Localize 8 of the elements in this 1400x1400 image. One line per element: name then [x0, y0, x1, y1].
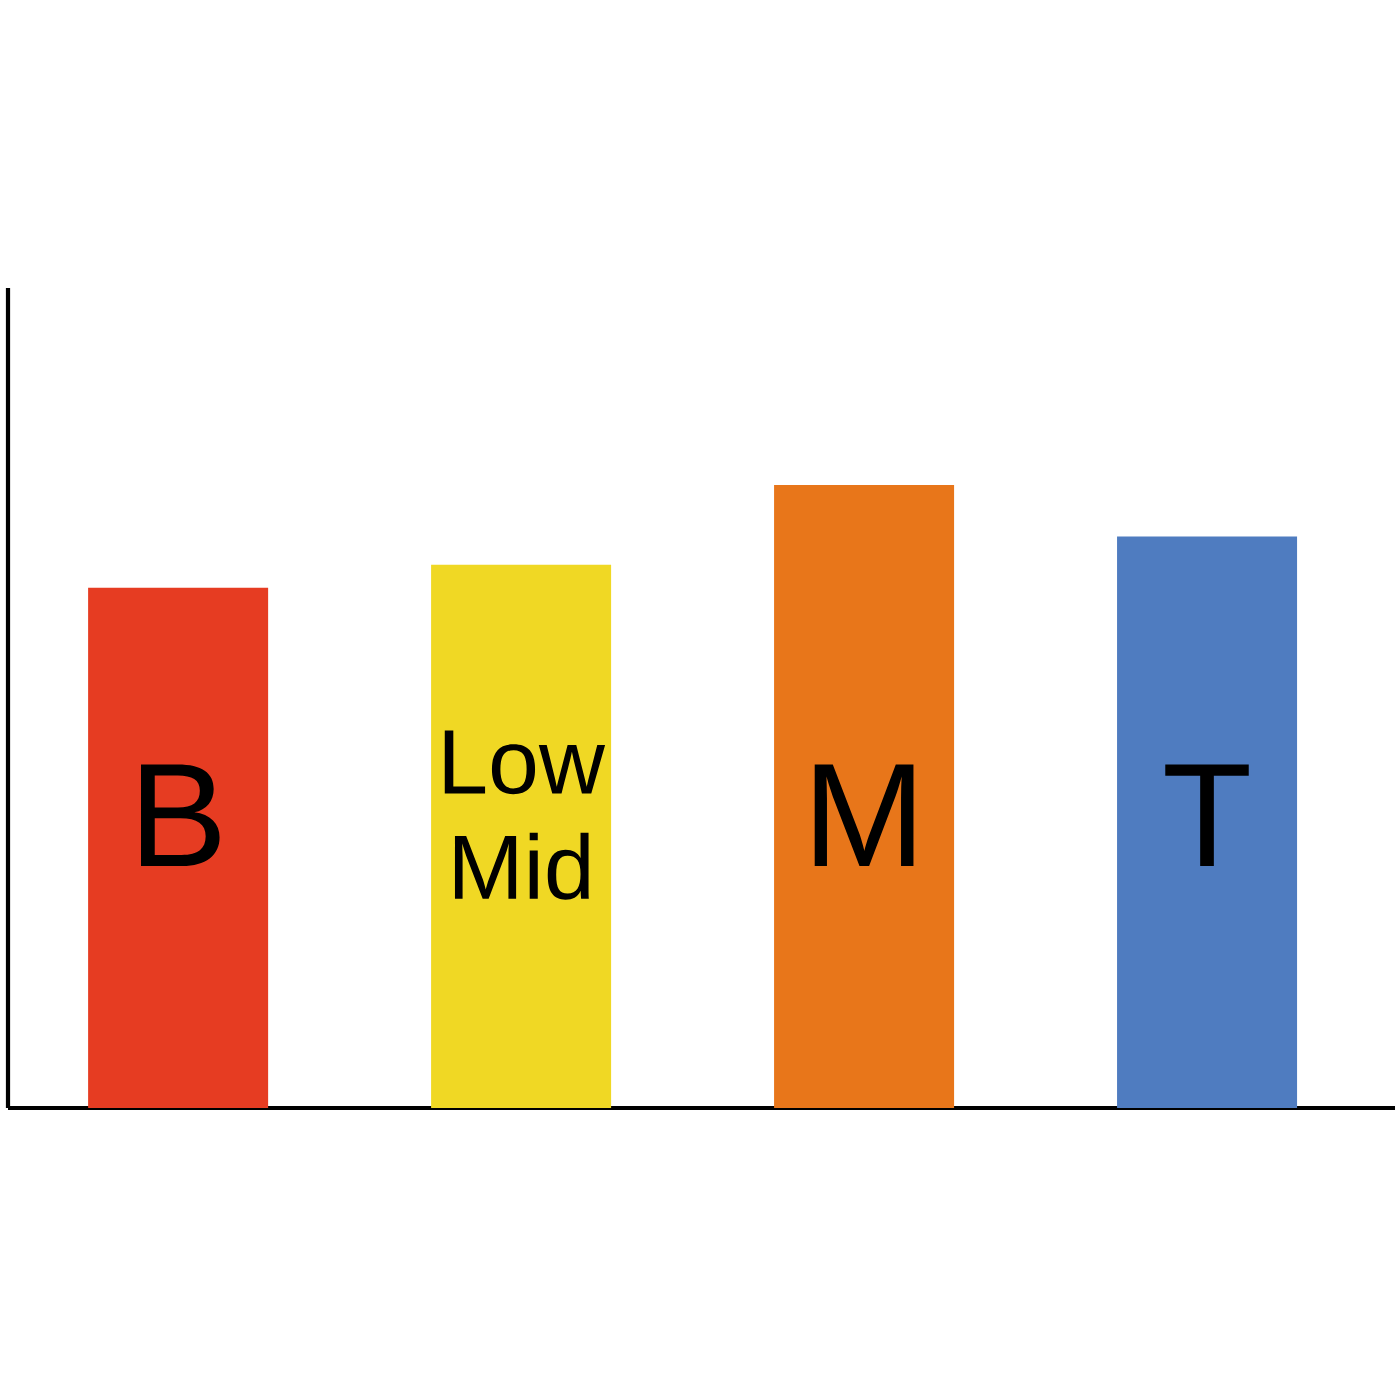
x-tick-label: B — [141, 764, 220, 866]
x-tick-label: T — [1165, 764, 1249, 866]
bar — [1117, 536, 1298, 1108]
bar — [88, 587, 269, 1108]
bar — [431, 564, 612, 1108]
x-tick-label: M — [814, 764, 914, 866]
bar — [774, 484, 955, 1108]
x-tick-label: Low Mid — [444, 730, 606, 900]
